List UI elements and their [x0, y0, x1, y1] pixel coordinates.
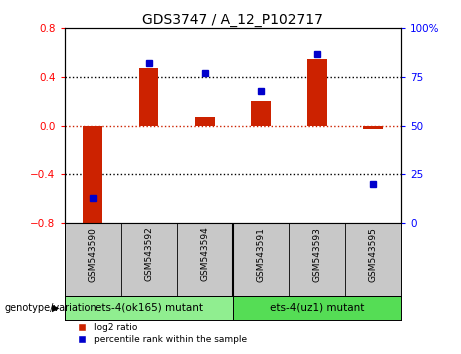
Legend: log2 ratio, percentile rank within the sample: log2 ratio, percentile rank within the s… — [69, 320, 251, 348]
Bar — [139, 68, 159, 126]
Bar — [195, 117, 214, 126]
Text: genotype/variation: genotype/variation — [5, 303, 97, 313]
Text: GSM543595: GSM543595 — [368, 227, 378, 282]
Text: GSM543591: GSM543591 — [256, 227, 266, 282]
Bar — [251, 101, 271, 126]
Bar — [363, 126, 383, 129]
Text: GSM543592: GSM543592 — [144, 227, 153, 281]
Text: GSM543590: GSM543590 — [88, 227, 97, 282]
Bar — [233, 296, 401, 320]
Text: ets-4(uz1) mutant: ets-4(uz1) mutant — [270, 303, 364, 313]
Text: ets-4(ok165) mutant: ets-4(ok165) mutant — [95, 303, 203, 313]
Text: ▶: ▶ — [52, 303, 59, 313]
Bar — [65, 296, 233, 320]
Bar — [307, 59, 327, 126]
Text: GSM543593: GSM543593 — [313, 227, 321, 282]
Text: GSM543594: GSM543594 — [200, 227, 209, 281]
Title: GDS3747 / A_12_P102717: GDS3747 / A_12_P102717 — [142, 13, 323, 27]
Bar — [83, 126, 102, 225]
